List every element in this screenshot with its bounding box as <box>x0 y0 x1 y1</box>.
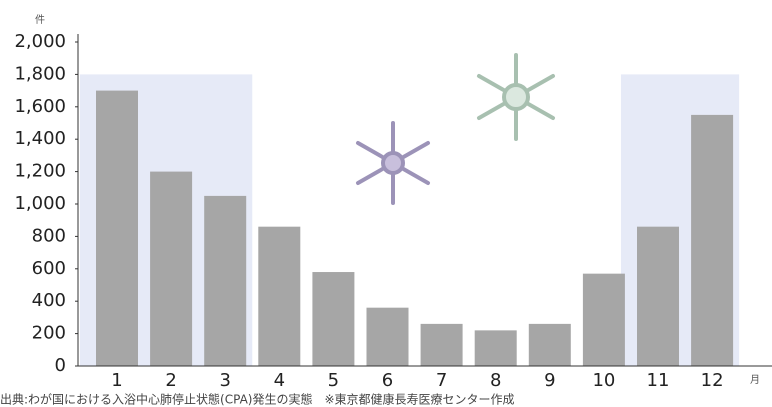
y-tick-label: 0 <box>55 355 66 376</box>
y-tick-label: 200 <box>32 323 66 344</box>
x-tick-label: 11 <box>647 370 670 391</box>
x-tick-label: 3 <box>219 370 230 391</box>
bar <box>528 323 571 366</box>
x-tick-label: 4 <box>274 370 285 391</box>
x-tick-label: 10 <box>592 370 615 391</box>
bar <box>582 273 625 366</box>
y-tick-label: 1,200 <box>14 161 66 182</box>
x-tick-label: 7 <box>436 370 447 391</box>
source: 出典:わが国における入浴中心肺停止状態(CPA)発生の実態 ※東京都健康長寿医療… <box>0 392 515 407</box>
y-unit: 件 <box>35 14 45 26</box>
bar <box>258 226 301 366</box>
x-unit: 月 <box>750 374 760 386</box>
x-tick-label: 2 <box>165 370 176 391</box>
bar <box>204 195 247 366</box>
y-tick-label: 2,000 <box>14 31 66 52</box>
x-tick-label: 6 <box>382 370 393 391</box>
x-tick-label: 9 <box>544 370 555 391</box>
bar <box>312 272 355 366</box>
bar <box>474 330 517 366</box>
y-tick-label: 800 <box>32 225 66 246</box>
bar <box>96 90 138 366</box>
bar <box>637 226 679 366</box>
x-tick-label: 8 <box>490 370 501 391</box>
bar <box>691 114 734 367</box>
bar <box>420 323 463 366</box>
y-tick-label: 600 <box>32 258 66 279</box>
bar <box>366 307 409 366</box>
x-tick-label: 5 <box>328 370 339 391</box>
bar <box>150 171 193 366</box>
x-tick-label: 1 <box>111 370 122 391</box>
y-tick-label: 1,000 <box>14 193 66 214</box>
y-tick-label: 1,400 <box>14 128 66 149</box>
snowflake <box>477 53 555 141</box>
y-tick-label: 400 <box>32 290 66 311</box>
y-tick-label: 1,800 <box>14 63 66 84</box>
y-tick-label: 1,600 <box>14 96 66 117</box>
snowflake <box>356 121 430 205</box>
x-tick-label: 12 <box>701 370 724 391</box>
